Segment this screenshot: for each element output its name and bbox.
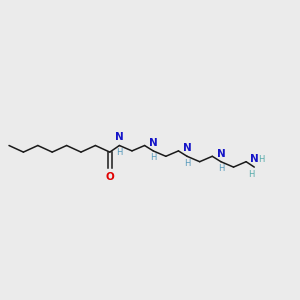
Text: N: N <box>250 154 259 164</box>
Text: H: H <box>116 148 123 157</box>
Text: N: N <box>115 133 124 142</box>
Text: N: N <box>183 143 191 153</box>
Text: H: H <box>150 153 156 162</box>
Text: N: N <box>149 138 158 148</box>
Text: O: O <box>105 172 114 182</box>
Text: H: H <box>184 159 190 168</box>
Text: H: H <box>258 155 264 164</box>
Text: N: N <box>217 149 225 159</box>
Text: H: H <box>218 164 224 173</box>
Text: H: H <box>248 169 254 178</box>
